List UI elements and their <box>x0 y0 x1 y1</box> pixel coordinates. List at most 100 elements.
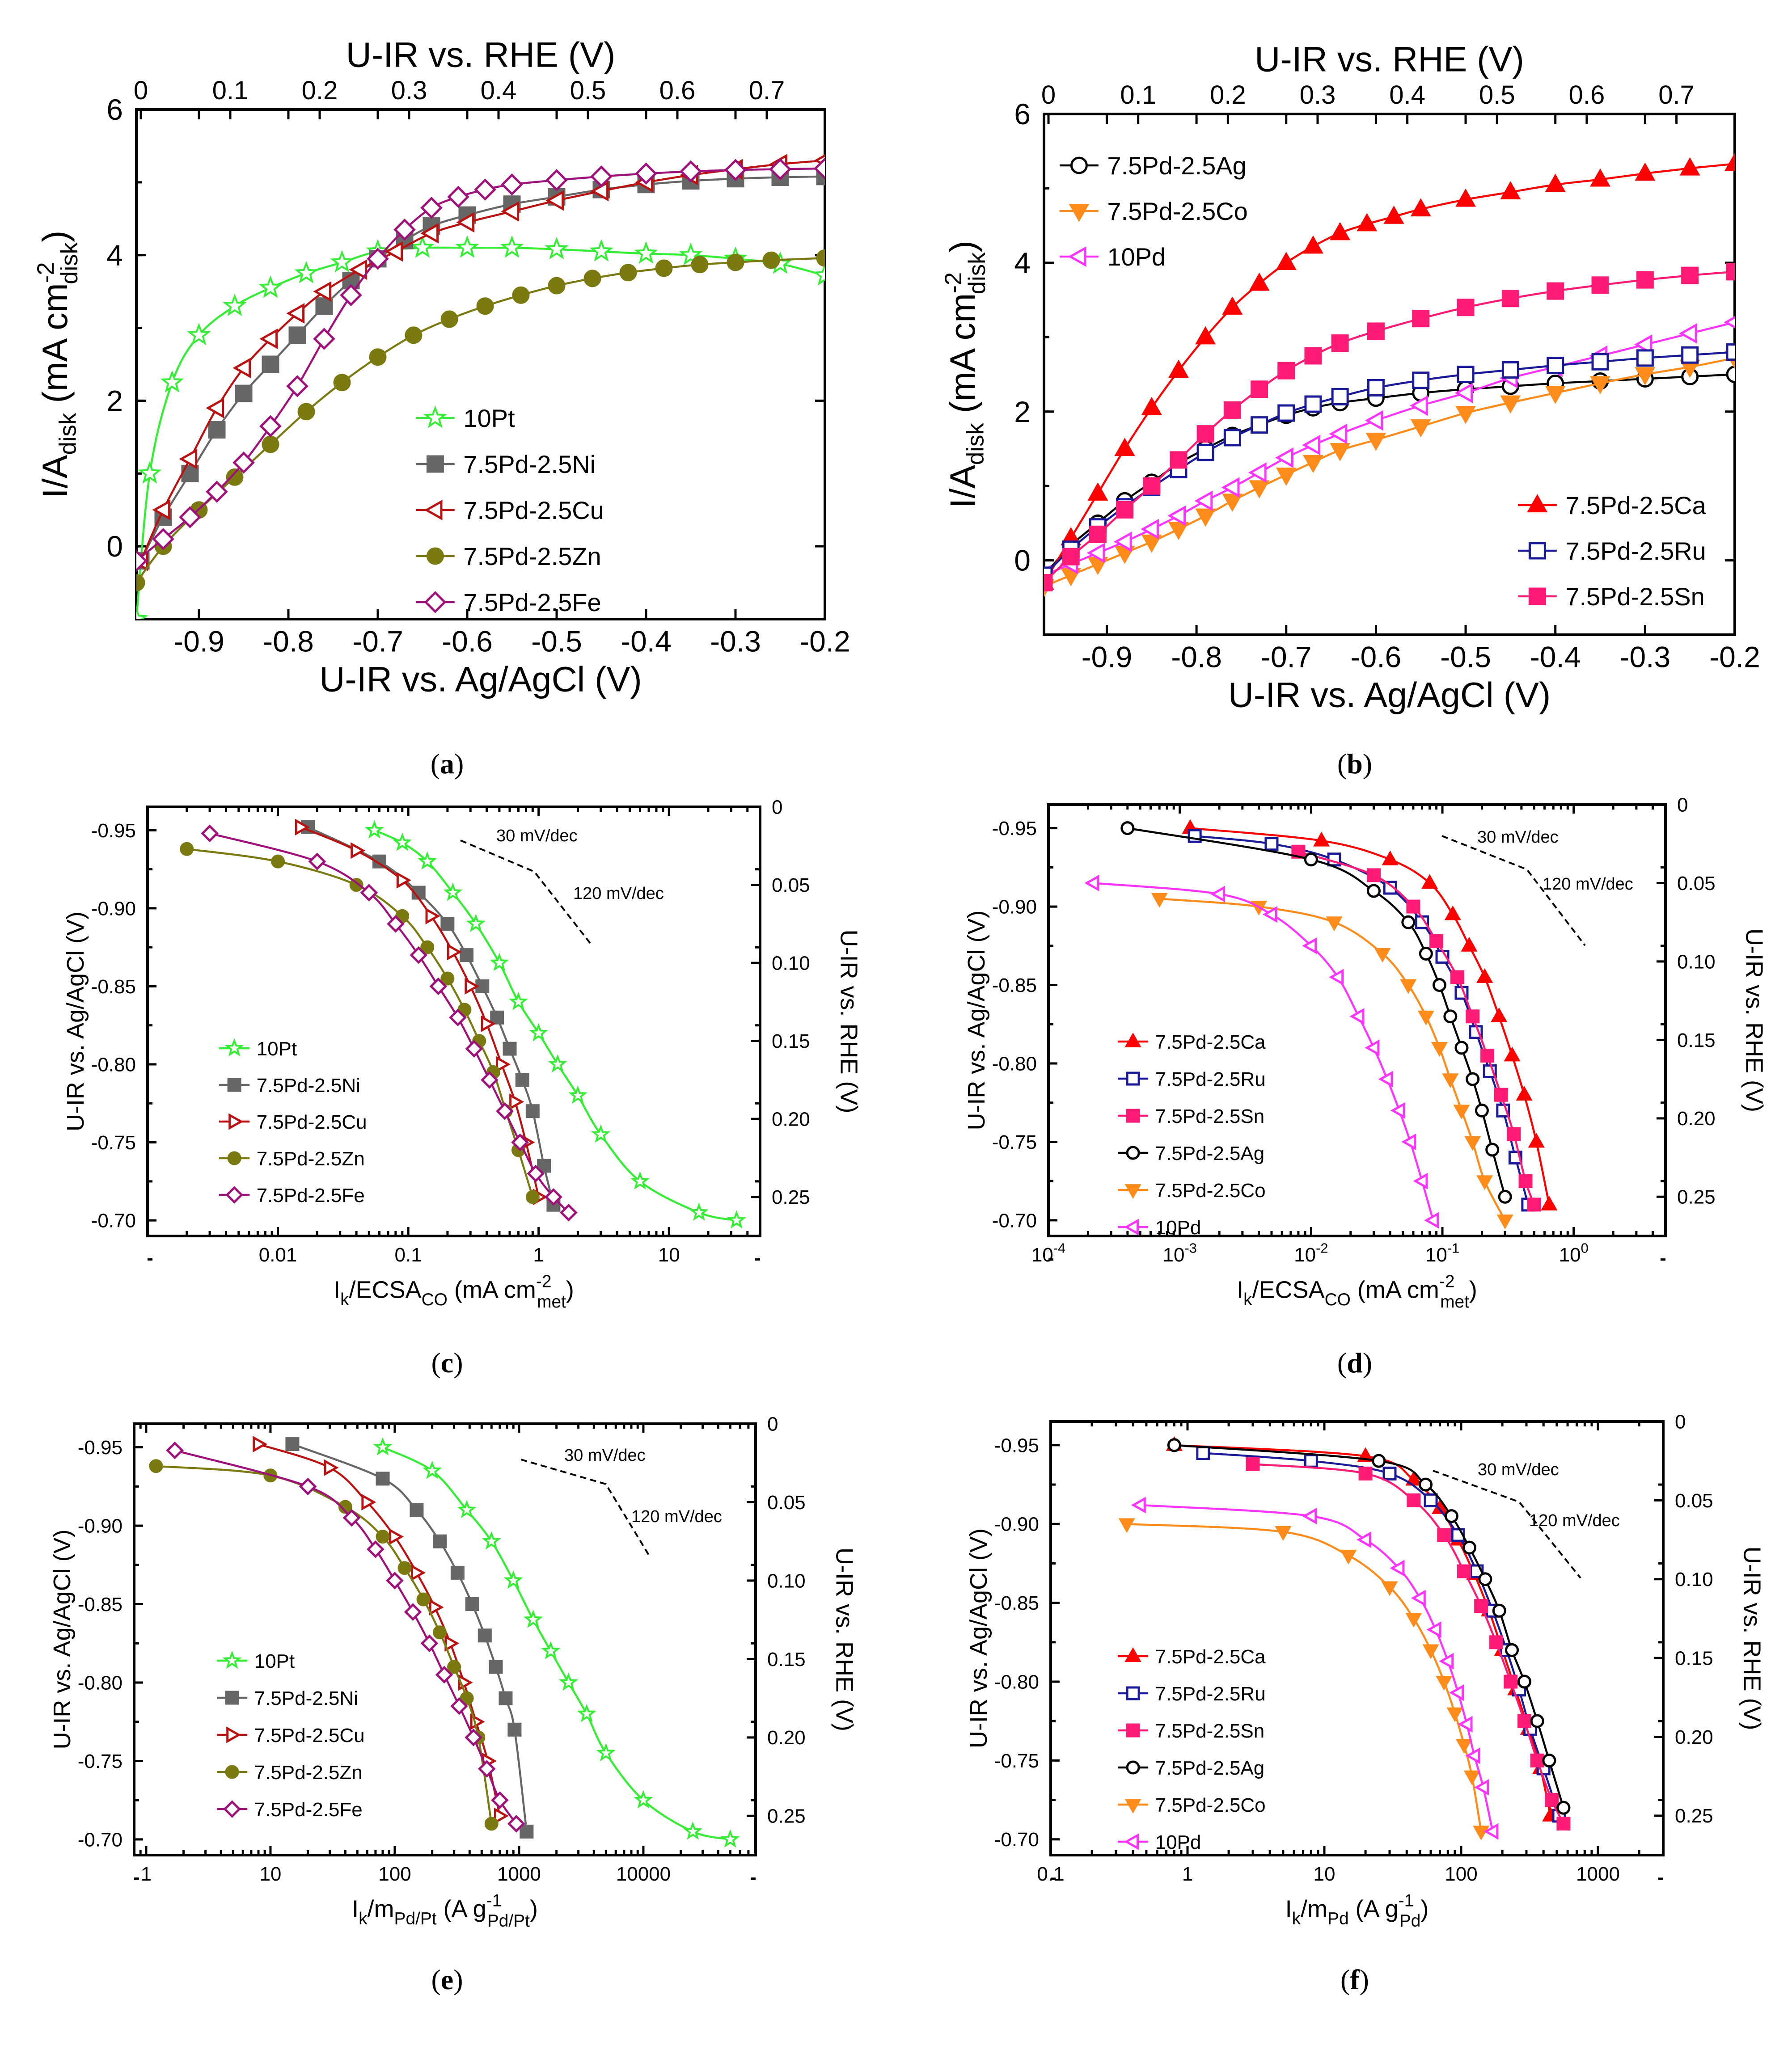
data-point <box>369 348 387 366</box>
data-point <box>425 907 440 924</box>
y-tick-label: -0.70 <box>994 1829 1039 1851</box>
data-point <box>465 1729 482 1746</box>
data-point <box>1455 188 1476 207</box>
legend-item: 7.5Pd-2.5Ca <box>1518 491 1707 519</box>
data-point <box>1422 1644 1439 1659</box>
data-point <box>420 223 439 244</box>
x-tick-label: 10000 <box>616 1863 671 1885</box>
plot-area <box>1044 152 1735 598</box>
legend-label: 7.5Pd-2.5Co <box>1155 1794 1266 1816</box>
data-point <box>1246 1457 1260 1471</box>
data-point <box>1466 1072 1480 1086</box>
data-point <box>423 1460 442 1479</box>
x-tick-label: 1 <box>533 1244 544 1266</box>
right-tick-label: 0.10 <box>1675 1569 1713 1590</box>
data-point <box>136 549 148 572</box>
x-tick-label: 0.1 <box>395 1244 422 1266</box>
x-tick-label: -0.6 <box>442 625 493 658</box>
data-point <box>333 374 351 392</box>
data-point <box>1485 1143 1500 1157</box>
legend-marker <box>1126 1071 1140 1086</box>
data-point <box>727 253 744 271</box>
right-tick-label: 0.25 <box>1675 1805 1713 1827</box>
data-point <box>1530 1753 1544 1767</box>
data-point <box>1262 906 1277 923</box>
data-point <box>1458 1716 1473 1733</box>
data-point <box>286 375 309 397</box>
data-point <box>396 872 411 889</box>
right-tick-label: 0.25 <box>772 1186 810 1208</box>
data-point <box>1547 357 1564 375</box>
data-point <box>447 944 462 961</box>
x-axis-title: Ik/ECSACO (mA cm-2 met) <box>334 1272 574 1312</box>
data-point <box>545 236 569 260</box>
right-tick-label: 0.20 <box>1677 1108 1716 1130</box>
data-point <box>1464 1136 1481 1151</box>
x-tick-label: -0.4 <box>1530 641 1581 674</box>
data-point <box>364 820 384 839</box>
data-point <box>1141 397 1162 415</box>
data-point <box>1556 1801 1571 1815</box>
y-axis-title: I/Adisk (mA cm-2disk) <box>940 240 990 508</box>
data-point <box>509 1093 524 1110</box>
data-point <box>1444 905 1461 920</box>
panel-b: -0.9 -0.8 -0.7 -0.6 -0.5 -0.4 -0.3 -0.2 0 0.1 0.2 0… <box>940 39 1760 780</box>
data-point <box>1726 343 1735 361</box>
top-tick-label: 0.6 <box>659 76 696 105</box>
slope-label: 30 mV/dec <box>1478 1460 1559 1479</box>
data-point <box>433 1534 447 1548</box>
legend-marker <box>426 547 444 565</box>
legend-marker <box>1124 1032 1141 1047</box>
data-point <box>1331 388 1349 405</box>
data-point <box>482 1531 501 1550</box>
data-point <box>1590 168 1611 187</box>
data-point <box>1329 969 1344 986</box>
data-point <box>1210 886 1225 903</box>
data-point <box>1454 383 1473 404</box>
data-point <box>1223 401 1241 419</box>
data-point <box>1635 367 1656 386</box>
data-point <box>136 574 145 592</box>
data-point <box>520 1824 534 1839</box>
legend-item: 10Pd <box>1060 243 1166 271</box>
series-7.5Pd-2.5Ru <box>1044 343 1735 584</box>
data-point <box>443 882 463 901</box>
data-point <box>465 1597 479 1611</box>
data-point <box>1473 1826 1490 1841</box>
legend-item: 7.5Pd-2.5Ni <box>219 1075 360 1097</box>
data-point <box>1476 968 1493 983</box>
legend-label: 7.5Pd-2.5Co <box>1107 197 1247 225</box>
data-point <box>499 1691 513 1705</box>
legend-marker <box>1126 1723 1140 1738</box>
data-point <box>1492 1603 1506 1618</box>
data-point <box>404 1603 422 1621</box>
legend-item: 10Pd <box>1118 1217 1201 1239</box>
data-point <box>545 169 568 191</box>
data-point <box>1302 455 1323 473</box>
data-point <box>160 370 184 393</box>
data-point <box>1365 432 1386 451</box>
data-point <box>1381 1581 1398 1596</box>
data-point <box>630 1171 650 1190</box>
data-point <box>1302 235 1323 254</box>
data-point <box>1141 519 1159 540</box>
legend-label: 10Pd <box>1155 1217 1201 1239</box>
data-point <box>525 1104 540 1118</box>
data-point <box>1304 1454 1318 1468</box>
data-point <box>1545 386 1566 404</box>
data-point <box>1528 1133 1545 1148</box>
legend-marker <box>222 1650 242 1669</box>
slope-label: 30 mV/dec <box>564 1446 646 1465</box>
data-point <box>1457 1564 1471 1578</box>
data-point <box>1590 376 1611 395</box>
data-point <box>568 1085 587 1104</box>
legend-marker <box>426 455 444 473</box>
data-point <box>476 297 494 315</box>
data-point <box>1463 1770 1480 1785</box>
legend-marker <box>423 405 447 428</box>
data-point <box>1248 462 1267 483</box>
data-point <box>814 157 825 180</box>
data-point <box>455 235 479 258</box>
y-tick-label: -0.80 <box>994 1671 1039 1693</box>
data-point <box>373 1437 393 1455</box>
